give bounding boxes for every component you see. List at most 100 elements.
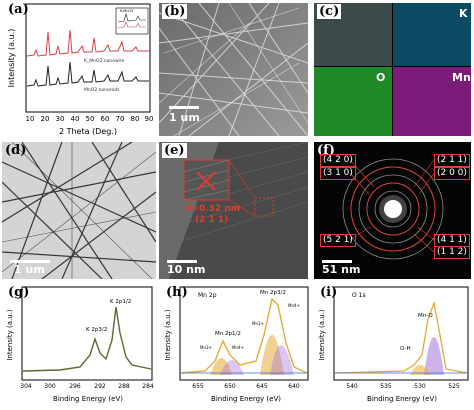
xps-mn-x-ticks: 655 650 645 640	[192, 383, 300, 390]
panel-d-label: (d)	[5, 143, 27, 158]
xrd-xlabel: 2 Theta (Deg.)	[59, 127, 117, 136]
svg-text:40: 40	[71, 115, 80, 123]
svg-text:650: 650	[224, 383, 236, 390]
saed-scale-text: 51 nm	[322, 263, 361, 276]
hrtem-plane: (2 1 1)	[195, 215, 229, 225]
hrtem-dspacing: d=0.32 nm	[185, 204, 241, 214]
panel-a-label: (a)	[8, 2, 29, 17]
xps-mn-sub4: Mn4+	[288, 303, 300, 308]
xps-o-peak1: Mn-O	[418, 313, 433, 319]
panel-h-label: (h)	[166, 285, 188, 300]
panel-i-label: (i)	[320, 285, 338, 300]
xps-mn-chart: Mn 2p Mn 2p1/2 Mn 2p3/2 Mn3+ Mn4+ Mn3+ M…	[164, 286, 309, 403]
saed-scale-bar	[322, 260, 352, 263]
xps-k-xlabel: Binding Energy (eV)	[53, 395, 123, 403]
saed-ring-200: (2 0 0)	[434, 167, 470, 180]
xrd-black-label: MnO2 nanorods	[84, 87, 120, 93]
eds-map-o	[314, 67, 392, 136]
hrtem-scale-text: 10 nm	[167, 263, 206, 276]
panel-f-saed: (f) (4 2 0) (3 1 0) (5 2 1) (2 1 1) (2 0…	[314, 142, 471, 279]
panel-e-hrtem: (e) d=0.32 nm (2 1 1) 10 nm	[159, 142, 308, 279]
panel-h-xps-mn: (h) Mn 2p Mn 2p1/2 Mn 2p3/2 Mn3+ Mn4+ Mn…	[160, 285, 312, 410]
sem-image	[159, 3, 308, 136]
xps-o-xlabel: Binding Energy (eV)	[367, 395, 437, 403]
svg-text:70: 70	[116, 115, 125, 123]
xps-mn-sub3: Mn3+	[252, 321, 264, 326]
saed-ring-310: (3 1 0)	[320, 167, 356, 180]
panel-e-label: (e)	[162, 143, 187, 158]
saed-ring-420: (4 2 0)	[320, 154, 356, 167]
tem-scale-text: 1 um	[14, 263, 45, 276]
panel-c-eds: (c) K O Mn	[314, 3, 471, 136]
eds-label-mn: Mn	[452, 71, 471, 84]
hrtem-scale-bar	[167, 260, 197, 263]
xps-k-x-ticks: 304 300 296 292 288 284	[20, 383, 154, 390]
xps-o-chart: O 1s Mn-O O-H 540 535 530 525 Binding En…	[318, 286, 469, 403]
panel-c-label: (c)	[317, 4, 342, 19]
svg-text:645: 645	[256, 383, 268, 390]
sem-scale-bar	[169, 106, 199, 109]
sem-scale-text: 1 um	[169, 111, 200, 124]
xrd-black-series	[26, 61, 149, 87]
panel-a-xrd: (a) K-MnO2 K_MnO2 nanowire MnO2 nanorods…	[0, 0, 155, 138]
panel-b-label: (b)	[162, 4, 188, 19]
svg-text:640: 640	[288, 383, 300, 390]
xps-mn-sub1: Mn3+	[200, 345, 212, 350]
svg-text:90: 90	[145, 115, 154, 123]
tem-scale-bar	[10, 260, 50, 263]
xps-mn-sub2: Mn4+	[232, 345, 244, 350]
svg-text:304: 304	[20, 383, 32, 390]
xps-k-ylabel: Intensity (a.u.)	[6, 309, 14, 361]
xrd-inset	[115, 7, 149, 35]
xps-k-peak2: K 2p1/2	[110, 299, 131, 305]
xrd-chart: K-MnO2 K_MnO2 nanowire MnO2 nanorods 10 …	[7, 3, 154, 136]
xps-mn-curve	[180, 297, 308, 374]
xps-mn-xlabel: Binding Energy (eV)	[211, 395, 281, 403]
svg-text:292: 292	[94, 383, 106, 390]
xps-o-x-ticks: 540 535 530 525	[346, 383, 460, 390]
svg-text:655: 655	[192, 383, 204, 390]
xps-mn-peak1: Mn 2p1/2	[215, 331, 241, 337]
xps-o-title: O 1s	[352, 292, 366, 299]
panel-b-sem: (b) 1 um	[159, 3, 308, 136]
xps-k-chart: K 2p3/2 K 2p1/2 304 300 296 292 288 284 …	[6, 286, 154, 403]
svg-text:20: 20	[41, 115, 50, 123]
panel-g-label: (g)	[8, 285, 30, 300]
eds-map-k	[393, 3, 471, 66]
svg-text:535: 535	[380, 383, 392, 390]
xrd-red-label: K_MnO2 nanowire	[84, 58, 125, 64]
xps-k-peak1: K 2p3/2	[86, 327, 107, 333]
svg-text:80: 80	[131, 115, 140, 123]
saed-ring-112: (1 1 2)	[434, 246, 470, 259]
svg-text:60: 60	[101, 115, 110, 123]
svg-text:296: 296	[69, 383, 81, 390]
saed-ring-521: (5 2 1)	[320, 234, 356, 247]
svg-text:10: 10	[26, 115, 35, 123]
svg-text:30: 30	[56, 115, 65, 123]
svg-text:540: 540	[346, 383, 358, 390]
saed-pattern	[314, 142, 471, 279]
tem-image	[2, 142, 156, 279]
xrd-ylabel: Intensity (a.u.)	[7, 29, 16, 88]
svg-text:525: 525	[448, 383, 460, 390]
xps-o-ylabel: Intensity (a.u.)	[318, 309, 326, 361]
xps-mn-peak2: Mn 2p3/2	[260, 290, 286, 296]
xps-k-curve	[22, 306, 152, 372]
xps-o-peak2: O-H	[400, 346, 411, 352]
svg-text:530: 530	[414, 383, 426, 390]
xrd-inset-label: K-MnO2	[120, 9, 133, 13]
xps-mn-title: Mn 2p	[198, 292, 217, 299]
eds-map-mn	[393, 67, 471, 136]
panel-i-xps-o: (i) O 1s Mn-O O-H 540 535 530 525 Bindin…	[314, 285, 472, 410]
panel-g-xps-k: (g) K 2p3/2 K 2p1/2 304 300 296 292 288 …	[0, 285, 157, 410]
svg-text:284: 284	[142, 383, 154, 390]
hrtem-image	[159, 142, 308, 279]
xrd-x-ticks: 10 20 30 40 50 60 70 80 90	[26, 115, 154, 123]
panel-d-tem: (d) 1 um	[2, 142, 156, 279]
xrd-red-series	[26, 29, 149, 57]
svg-text:50: 50	[86, 115, 95, 123]
saed-ring-211: (2 1 1)	[434, 154, 470, 167]
svg-text:288: 288	[118, 383, 130, 390]
xps-o-curve	[334, 300, 468, 374]
xps-mn-ylabel: Intensity (a.u.)	[164, 309, 172, 361]
